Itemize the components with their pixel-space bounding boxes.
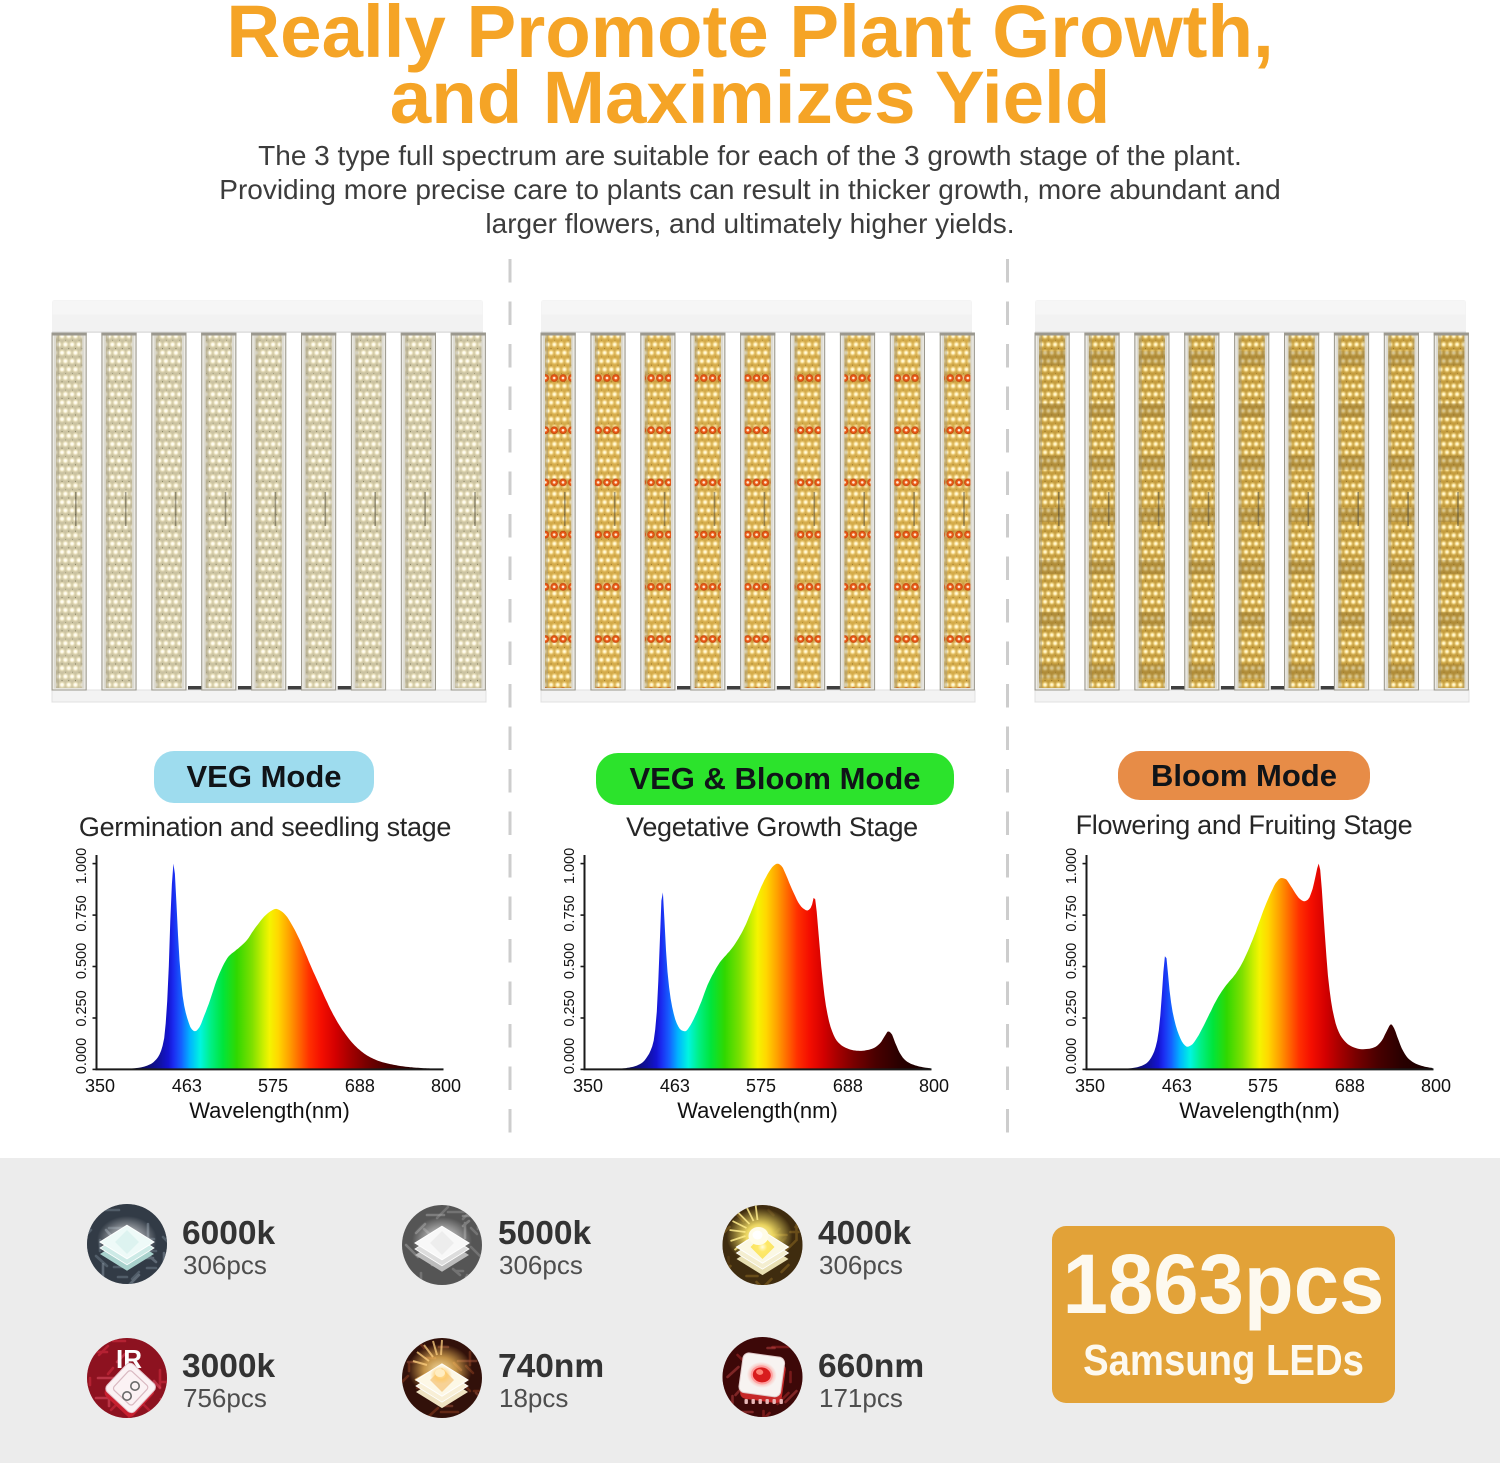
svg-text:0.000: 0.000: [1064, 1038, 1080, 1074]
svg-text:0.500: 0.500: [562, 943, 578, 979]
svg-text:0.250: 0.250: [1064, 990, 1080, 1026]
svg-text:Wavelength(nm): Wavelength(nm): [189, 1098, 350, 1123]
svg-text:350: 350: [1075, 1076, 1105, 1096]
svg-text:575: 575: [258, 1076, 288, 1096]
svg-text:800: 800: [1421, 1076, 1451, 1096]
svg-text:0.750: 0.750: [562, 895, 578, 931]
svg-text:463: 463: [172, 1076, 202, 1096]
svg-text:1.000: 1.000: [562, 848, 578, 884]
svg-text:463: 463: [1162, 1076, 1192, 1096]
svg-text:688: 688: [833, 1076, 863, 1096]
svg-text:0.500: 0.500: [1064, 943, 1080, 979]
svg-text:0.750: 0.750: [1064, 895, 1080, 931]
svg-text:463: 463: [660, 1076, 690, 1096]
svg-text:688: 688: [1335, 1076, 1365, 1096]
svg-text:1.000: 1.000: [74, 848, 90, 884]
svg-text:350: 350: [573, 1076, 603, 1096]
svg-text:Wavelength(nm): Wavelength(nm): [1179, 1098, 1340, 1123]
svg-text:688: 688: [345, 1076, 375, 1096]
svg-text:0.500: 0.500: [74, 943, 90, 979]
svg-text:0.000: 0.000: [74, 1038, 90, 1074]
svg-text:800: 800: [919, 1076, 949, 1096]
svg-text:0.250: 0.250: [562, 990, 578, 1026]
svg-text:0.250: 0.250: [74, 990, 90, 1026]
svg-text:0.750: 0.750: [74, 895, 90, 931]
svg-text:575: 575: [1248, 1076, 1278, 1096]
svg-text:800: 800: [431, 1076, 461, 1096]
svg-text:1.000: 1.000: [1064, 848, 1080, 884]
svg-text:Wavelength(nm): Wavelength(nm): [677, 1098, 838, 1123]
svg-text:0.000: 0.000: [562, 1038, 578, 1074]
svg-text:350: 350: [85, 1076, 115, 1096]
svg-text:575: 575: [746, 1076, 776, 1096]
